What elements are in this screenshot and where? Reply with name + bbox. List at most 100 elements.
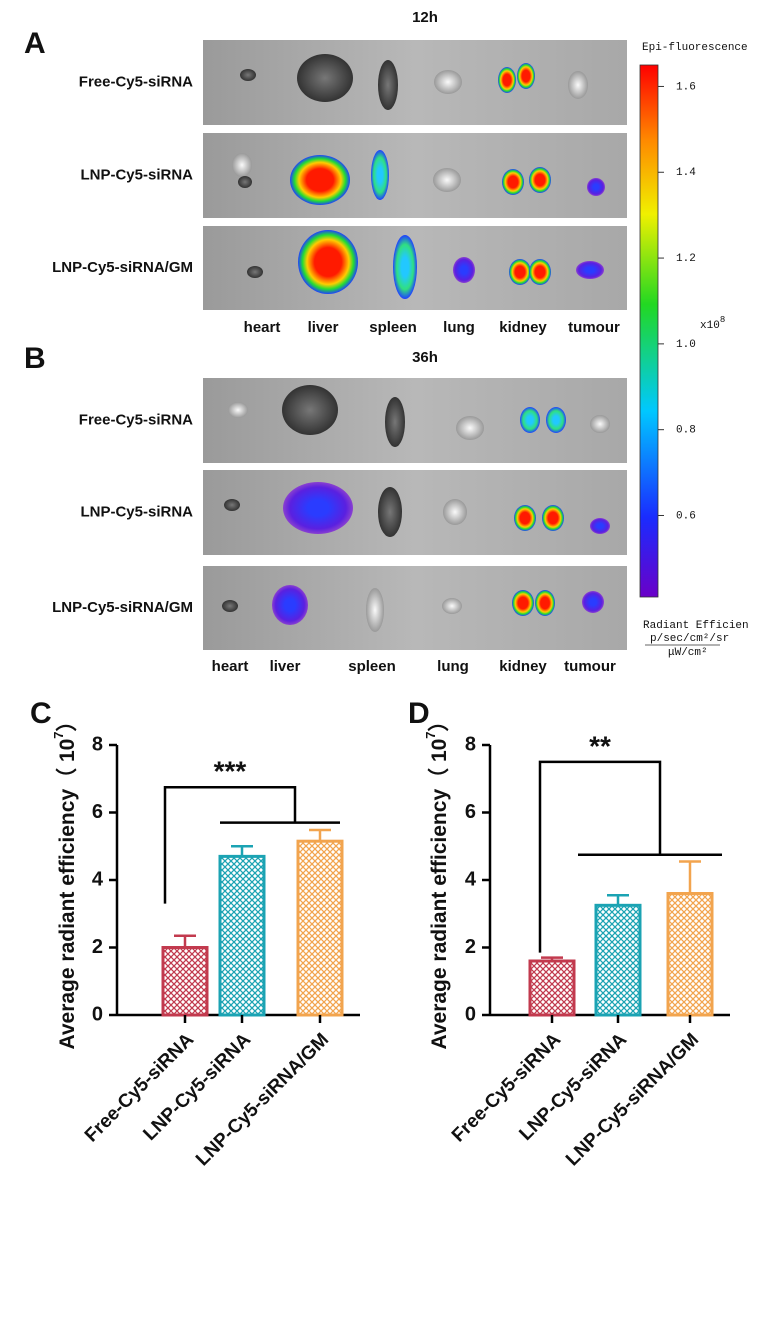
- organ-label: liver: [270, 658, 301, 675]
- y-tick-label: 2: [465, 936, 476, 958]
- organ: [590, 415, 610, 433]
- bar: [296, 839, 344, 1017]
- organ: [509, 259, 531, 285]
- organ: [582, 591, 604, 613]
- y-tick-label: 6: [465, 801, 476, 823]
- organ: [587, 178, 605, 196]
- row-label: LNP-Cy5-siRNA: [80, 503, 193, 520]
- organ-image: [203, 470, 627, 555]
- organ: [385, 397, 405, 447]
- organ-label: spleen: [369, 319, 417, 336]
- significance-label: **: [589, 730, 611, 761]
- organ: [512, 590, 534, 616]
- organ-label: spleen: [348, 658, 396, 675]
- organ-image: [203, 566, 627, 650]
- colorbar: [639, 64, 659, 598]
- row-label: Free-Cy5-siRNA: [79, 411, 193, 428]
- organ: [228, 402, 248, 418]
- row-label: LNP-Cy5-siRNA: [80, 166, 193, 183]
- organ: [240, 69, 256, 81]
- organ: [371, 150, 389, 200]
- y-axis-label-end: ）: [427, 710, 451, 731]
- organ: [502, 169, 524, 195]
- colorbar-scale-base: x10: [700, 320, 720, 332]
- time-label: 12h: [412, 9, 438, 26]
- colorbar-tick-label: 0.6: [676, 510, 696, 522]
- row-label: LNP-Cy5-siRNA/GM: [52, 599, 193, 616]
- organ: [378, 487, 402, 537]
- organ-label: lung: [443, 319, 475, 336]
- organ: [290, 155, 350, 205]
- organ: [517, 63, 535, 89]
- colorbar-tick-label: 1.2: [676, 253, 696, 265]
- organ: [443, 499, 467, 525]
- panel-letter: A: [24, 27, 46, 60]
- organ: [514, 505, 536, 531]
- organ: [498, 67, 516, 93]
- colorbar-scale-exp: 8: [720, 315, 725, 325]
- y-axis-label: Average radiant efficiency（ 107）: [51, 710, 78, 1049]
- organ: [297, 54, 353, 102]
- organ: [283, 482, 353, 534]
- significance-bracket: [163, 785, 340, 904]
- organ: [529, 259, 551, 285]
- y-axis-label-exp: 7: [51, 731, 66, 738]
- organ: [542, 505, 564, 531]
- organ: [590, 518, 610, 534]
- bar: [666, 892, 714, 1017]
- bar: [161, 946, 209, 1017]
- colorbar-tick-label: 0.8: [676, 425, 696, 437]
- organ: [442, 598, 462, 614]
- colorbar-tick-label: 1.6: [676, 81, 696, 93]
- y-tick-label: 4: [92, 868, 104, 890]
- organ: [366, 588, 384, 632]
- organ: [433, 168, 461, 192]
- colorbar-scale: x108: [700, 315, 725, 332]
- organ: [282, 385, 338, 435]
- y-axis-label-main: Average radiant efficiency（ 10: [427, 739, 451, 1050]
- organ-image: [203, 40, 627, 125]
- organ: [238, 176, 252, 188]
- y-tick-label: 8: [92, 733, 103, 755]
- y-tick-label: 0: [465, 1003, 476, 1025]
- bar: [218, 854, 266, 1017]
- row-label: LNP-Cy5-siRNA/GM: [52, 259, 193, 276]
- organ: [232, 153, 252, 177]
- organ: [298, 230, 358, 294]
- organ-label: liver: [308, 319, 339, 336]
- organ-image: [203, 133, 627, 218]
- y-axis-label-end: ）: [55, 710, 79, 731]
- y-tick-label: 2: [92, 936, 103, 958]
- organ: [546, 407, 566, 433]
- panel-letter: B: [24, 342, 46, 375]
- y-axis-label-main: Average radiant efficiency（ 10: [55, 739, 79, 1050]
- time-label: 36h: [412, 349, 438, 366]
- x-tick-label: LNP-Cy5-siRNA/GM: [562, 1029, 703, 1170]
- organ: [529, 167, 551, 193]
- colorbar-tick-label: 1.4: [676, 167, 696, 179]
- bar: [528, 959, 576, 1017]
- organ: [222, 600, 238, 612]
- panel-letter: C: [30, 697, 52, 730]
- y-axis-label-exp: 7: [423, 731, 438, 738]
- organ: [576, 261, 604, 279]
- panel-letter: D: [408, 697, 430, 730]
- organ-label: lung: [437, 658, 469, 675]
- organ-label: heart: [244, 319, 281, 336]
- organ: [520, 407, 540, 433]
- x-tick-label: LNP-Cy5-siRNA/GM: [192, 1029, 333, 1170]
- y-tick-label: 8: [465, 733, 476, 755]
- y-tick-label: 4: [465, 868, 477, 890]
- colorbar-units-num: p/sec/cm²/sr: [650, 633, 729, 645]
- organ-label: kidney: [499, 319, 547, 336]
- row-label: Free-Cy5-siRNA: [79, 73, 193, 90]
- organ: [247, 266, 263, 278]
- y-tick-label: 0: [92, 1003, 103, 1025]
- organ: [535, 590, 555, 616]
- organ: [224, 499, 240, 511]
- organ-label: heart: [212, 658, 249, 675]
- organ: [456, 416, 484, 440]
- x-tick-label: Free-Cy5-siRNA: [448, 1029, 565, 1146]
- organ: [568, 71, 588, 99]
- colorbar-title: Epi-fluorescence: [642, 42, 748, 54]
